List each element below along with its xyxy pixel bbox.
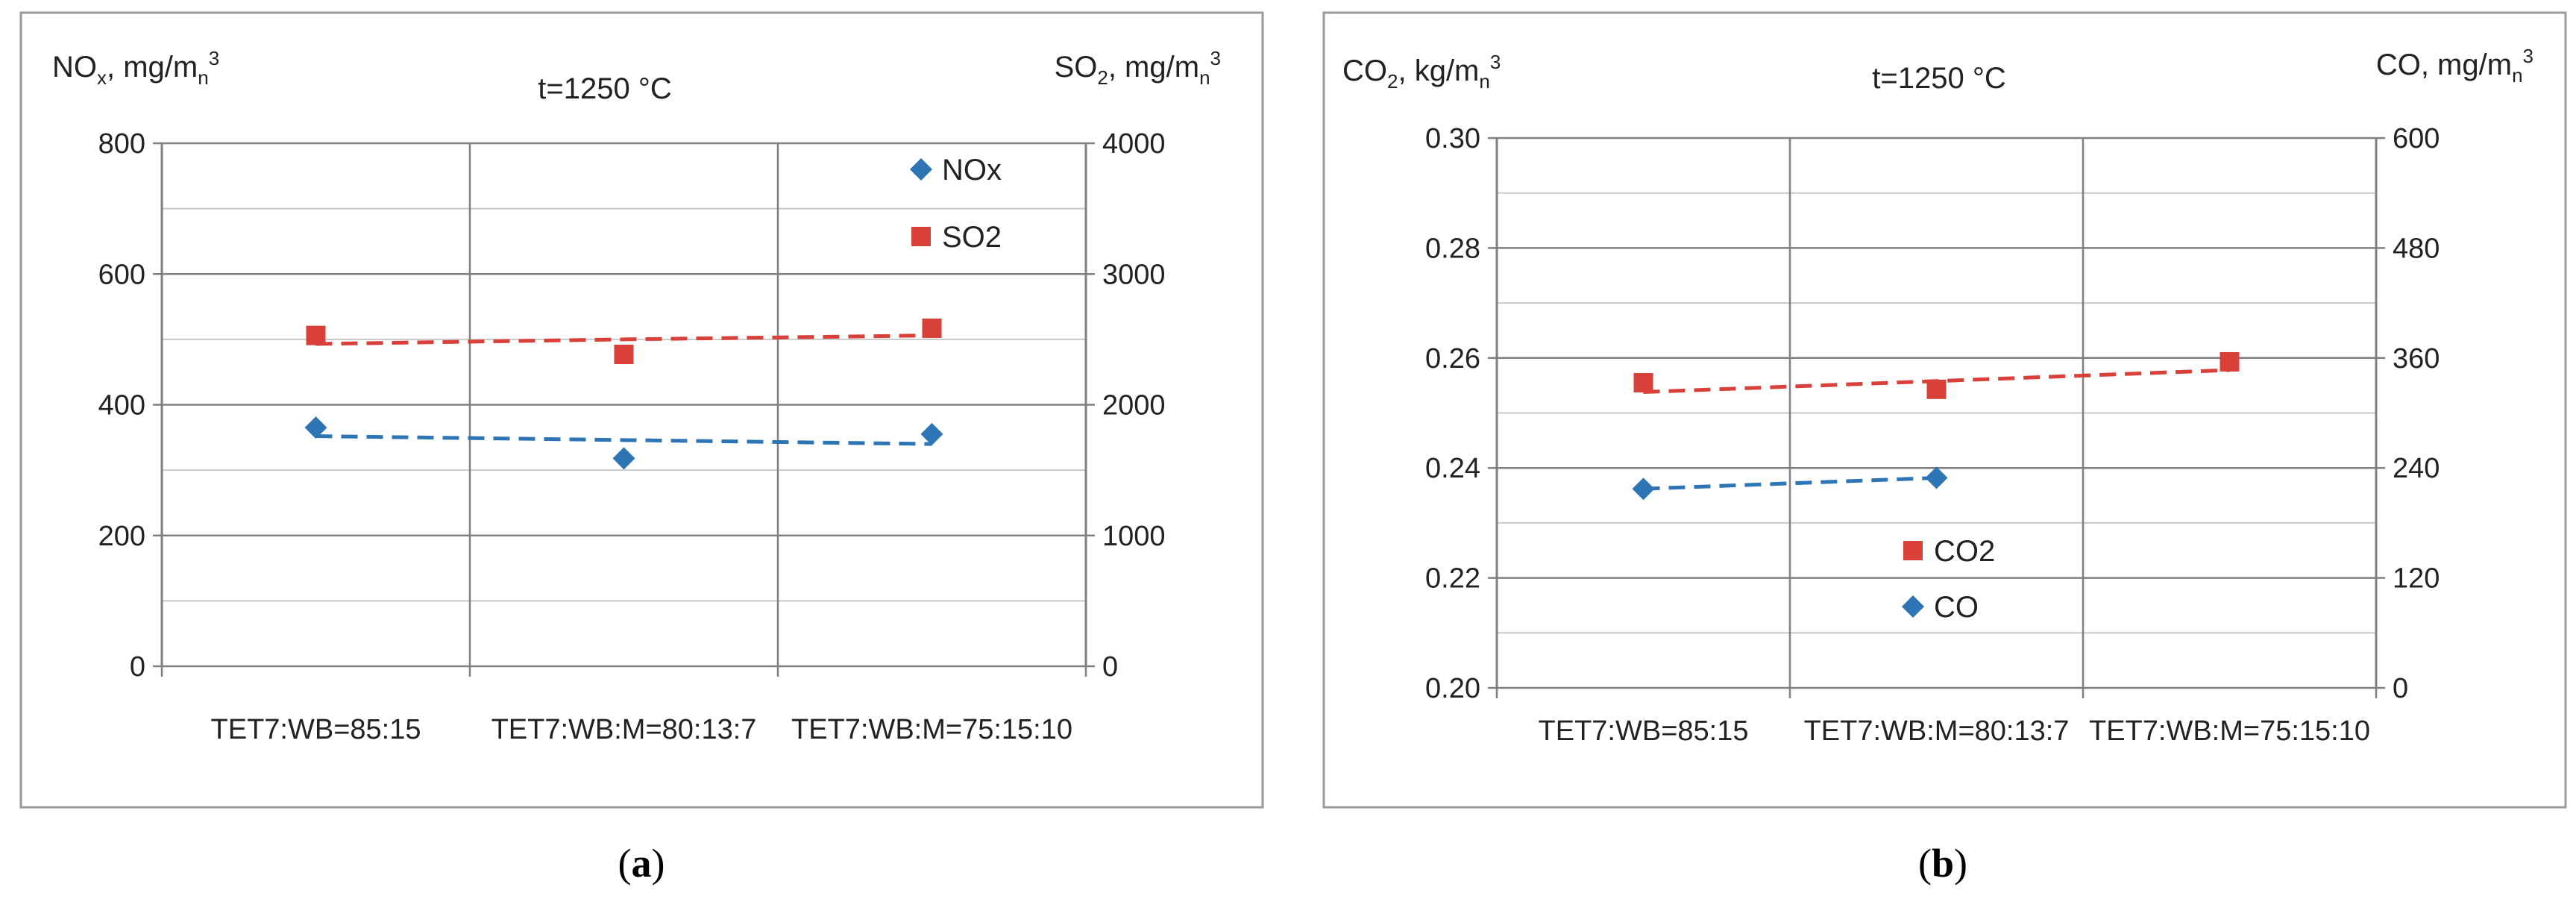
panel-b-left-tick-label: 0.28 — [1425, 233, 1480, 264]
panel-b-right-tick-label: 120 — [2393, 563, 2440, 595]
panel-a-legend-marker-so2 — [911, 227, 931, 246]
panel-a-right-tick-label: 2000 — [1102, 390, 1166, 422]
panel-a-left-tick-label: 400 — [98, 390, 145, 422]
panel-b-right-tick-label: 600 — [2393, 123, 2440, 154]
panel-a-category-label: TET7:WB=85:15 — [211, 714, 421, 745]
panel-b-legend-marker-co — [1902, 595, 1924, 618]
caption-a: (a) — [618, 841, 665, 886]
panel-b-point-co2 — [1633, 372, 1653, 392]
caption-b-label: b — [1932, 841, 1954, 886]
panel-a-trendline-nox — [315, 434, 932, 446]
panel-a-right-tick-label: 1000 — [1102, 521, 1166, 552]
panel-a-point-so2 — [922, 318, 942, 338]
panel-b-frame — [1322, 11, 2567, 809]
panel-a-category-label: TET7:WB:M=75:15:10 — [791, 714, 1072, 745]
panel-a-left-tick-label: 800 — [98, 128, 145, 160]
caption-b: (b) — [1918, 841, 1967, 886]
panel-b-left-tick-label: 0.30 — [1425, 123, 1480, 154]
panel-a-point-nox — [612, 447, 635, 470]
panel-a-left-tick-label: 200 — [98, 521, 145, 552]
panel-b-point-co2 — [2220, 351, 2240, 372]
panel-a-trendline-so2 — [315, 333, 932, 346]
panel-b-right-tick-label: 0 — [2393, 673, 2408, 704]
panel-b-ylabel-right: CO, mg/mn3 — [2376, 45, 2533, 87]
panel-a-legend-label-so2: SO2 — [942, 221, 1002, 254]
panel-b-left-tick-label: 0.26 — [1425, 343, 1480, 375]
panel-a-frame — [19, 11, 1264, 809]
panel-b-category-label: TET7:WB=85:15 — [1539, 715, 1749, 747]
panel-b-left-tick-label: 0.22 — [1425, 563, 1480, 595]
panel-a-legend-label-nox: NOx — [942, 154, 1002, 187]
panel-a-left-tick-label: 600 — [98, 259, 145, 290]
panel-b-ylabel-left: CO2, kg/mn3 — [1342, 51, 1501, 93]
panel-b-point-co — [1632, 477, 1655, 501]
panel-a-right-tick-label: 4000 — [1102, 128, 1166, 160]
panel-b-left-tick-label: 0.20 — [1425, 673, 1480, 704]
caption-a-label: a — [632, 841, 652, 886]
panel-b-right-tick-label: 240 — [2393, 453, 2440, 484]
panel-b-legend-marker-co2 — [1903, 541, 1923, 560]
panel-a-category-label: TET7:WB:M=80:13:7 — [491, 714, 757, 745]
panel-b-point-co2 — [1926, 379, 1947, 399]
panel-b-category-label: TET7:WB:M=75:15:10 — [2089, 715, 2370, 747]
panel-b-legend-label-co2: CO2 — [1934, 535, 1995, 568]
panel-b-trendline-co — [1643, 475, 1937, 491]
panel-a-point-so2 — [614, 345, 634, 365]
panel-b-left-tick-label: 0.24 — [1425, 453, 1480, 484]
panel-a-left-tick-label: 0 — [130, 651, 145, 683]
panel-a-point-so2 — [306, 325, 326, 345]
panel-b-right-tick-label: 360 — [2393, 343, 2440, 375]
panel-a-ylabel-left: NOx, mg/mn3 — [52, 47, 219, 89]
panel-b-right-tick-label: 480 — [2393, 233, 2440, 264]
panel-b-point-co — [1925, 466, 1948, 489]
panel-a-point-nox — [920, 422, 943, 445]
panel-a-point-nox — [304, 416, 327, 439]
panel-b: 0.20 0.22 0.24 0.26 0.28 0.30 0 120 240 360 480 600… — [1342, 45, 2533, 747]
panel-a-legend-marker-nox — [910, 158, 932, 181]
panel-a: 0 200 400 600 800 0 1000 2000 3000 4000 TET7:WB=85… — [52, 47, 1221, 745]
panel-b-title: t=1250 °C — [1872, 62, 2005, 95]
panel-a-title: t=1250 °C — [538, 72, 671, 105]
panel-a-right-tick-label: 0 — [1102, 651, 1118, 683]
panel-a-ylabel-right: SO2, mg/mn3 — [1055, 47, 1221, 89]
panel-b-category-label: TET7:WB:M=80:13:7 — [1804, 715, 2070, 747]
panel-a-right-tick-label: 3000 — [1102, 259, 1166, 290]
panel-b-legend-label-co: CO — [1934, 591, 1979, 624]
